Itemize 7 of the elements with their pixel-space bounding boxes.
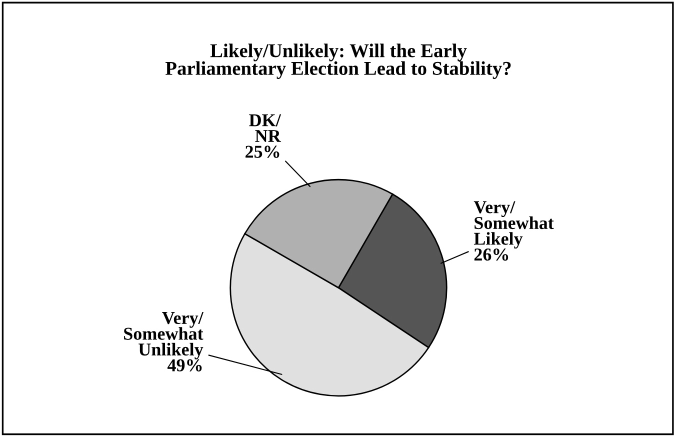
data-label: 26% — [474, 248, 508, 261]
chart-title: Likely/Unlikely: Will the Early Parliamentary Election Lead to Stability? — [165, 44, 511, 79]
slice-label: DK/NR — [249, 114, 282, 142]
slice-label: Very/Somewhat Unlikely — [124, 312, 204, 360]
slice-label: Very/Somewhat Likely — [474, 201, 554, 249]
data-label: 25% — [246, 146, 280, 158]
data-label: 49% — [167, 359, 202, 372]
